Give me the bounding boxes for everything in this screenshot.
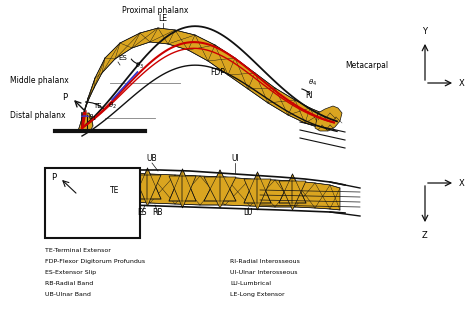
Polygon shape <box>244 172 271 203</box>
Text: P: P <box>52 173 56 182</box>
Polygon shape <box>134 175 161 206</box>
Text: LU-Lumbrical: LU-Lumbrical <box>230 281 271 286</box>
Text: $\theta_2$: $\theta_2$ <box>108 101 117 111</box>
Text: TE: TE <box>93 103 101 109</box>
Text: UI: UI <box>231 154 239 163</box>
Polygon shape <box>315 106 342 131</box>
Text: RB: RB <box>153 208 163 217</box>
Text: Middle phalanx: Middle phalanx <box>10 76 69 85</box>
Polygon shape <box>80 175 97 195</box>
Text: RB-Radial Band: RB-Radial Band <box>45 281 93 286</box>
Polygon shape <box>204 170 236 201</box>
Polygon shape <box>169 169 196 201</box>
Text: UI-Ulnar Interosseous: UI-Ulnar Interosseous <box>230 270 298 275</box>
Text: Y: Y <box>422 27 428 35</box>
Text: TE-Terminal Extensor: TE-Terminal Extensor <box>45 248 111 253</box>
Text: P: P <box>63 93 68 102</box>
Bar <box>45 168 140 238</box>
Text: $\theta_4$: $\theta_4$ <box>309 78 318 88</box>
Text: Z: Z <box>422 230 428 239</box>
Text: Proximal phalanx: Proximal phalanx <box>122 6 188 15</box>
Text: UB-Ulnar Band: UB-Ulnar Band <box>45 292 91 297</box>
Text: LU: LU <box>243 208 253 217</box>
Text: X: X <box>459 178 465 187</box>
Text: ES: ES <box>118 55 127 61</box>
Text: LE: LE <box>158 14 167 23</box>
Text: $\theta_3$: $\theta_3$ <box>136 61 145 71</box>
Text: ES-Extensor Slip: ES-Extensor Slip <box>45 270 96 275</box>
Polygon shape <box>78 113 93 131</box>
Polygon shape <box>279 181 306 210</box>
Polygon shape <box>134 168 161 199</box>
Text: ES: ES <box>137 208 147 217</box>
Polygon shape <box>82 28 330 130</box>
Text: $\theta_1$: $\theta_1$ <box>88 113 97 123</box>
Polygon shape <box>204 177 236 208</box>
Polygon shape <box>99 170 126 193</box>
Text: Distal phalanx: Distal phalanx <box>10 111 65 120</box>
Text: FDP-Flexor Digitorum Profundus: FDP-Flexor Digitorum Profundus <box>45 259 145 264</box>
Text: UB: UB <box>146 154 157 163</box>
Text: RI: RI <box>305 91 313 100</box>
Text: X: X <box>459 79 465 88</box>
Polygon shape <box>244 179 271 210</box>
Text: LE-Long Extensor: LE-Long Extensor <box>230 292 284 297</box>
Polygon shape <box>169 176 196 208</box>
Text: Metacarpal: Metacarpal <box>345 61 388 70</box>
Text: RI-Radial Interosseous: RI-Radial Interosseous <box>230 259 300 264</box>
Polygon shape <box>279 174 306 203</box>
Text: TE: TE <box>110 186 120 195</box>
Polygon shape <box>88 173 340 210</box>
Text: FDP: FDP <box>210 68 226 77</box>
Polygon shape <box>99 177 126 200</box>
